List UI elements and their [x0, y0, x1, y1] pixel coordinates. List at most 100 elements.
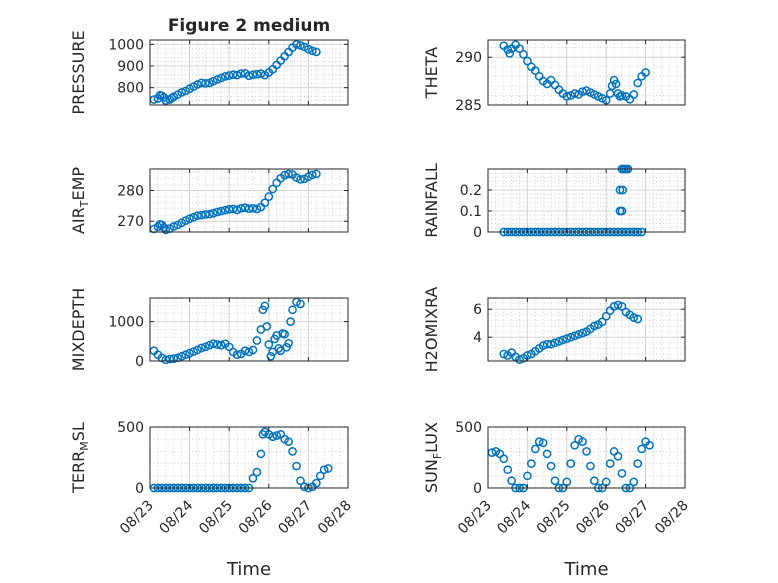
- data-point: [613, 451, 623, 461]
- y-tick-label: 0.1: [460, 204, 482, 220]
- data-point: [236, 69, 246, 78]
- data-point: [590, 321, 599, 331]
- data-point: [523, 471, 532, 481]
- data-point: [645, 440, 654, 450]
- subplot-h2omixra: 4 6 H2OMIXRA: [422, 287, 686, 373]
- data-point: [197, 343, 206, 353]
- y-tick-label: 0: [473, 481, 482, 497]
- data-point: [311, 47, 321, 57]
- data-point: [159, 223, 169, 232]
- data-point: [570, 89, 580, 98]
- data-point: [193, 80, 202, 89]
- data-point: [224, 204, 234, 214]
- y-tick-label: 0: [135, 354, 144, 370]
- subplot-theta: 285 290 THETA: [422, 39, 686, 114]
- data-point: [169, 354, 179, 363]
- data-point: [570, 331, 580, 341]
- y-tick-label: 500: [455, 420, 482, 436]
- y-axis-label: H2OMIXRA: [422, 287, 441, 373]
- data-point: [578, 328, 587, 338]
- axes-frame: [149, 297, 349, 362]
- data-point: [197, 210, 206, 220]
- data-point: [617, 469, 627, 478]
- data-point: [201, 78, 210, 88]
- data-point: [538, 438, 548, 448]
- data-point: [228, 70, 238, 80]
- data-point: [503, 465, 513, 475]
- data-point: [258, 429, 268, 439]
- data-point: [515, 44, 524, 53]
- data-point: [244, 71, 254, 81]
- subplot-mixdepth: 0 1000 MIXDEPTH: [69, 288, 349, 371]
- axes-box: [487, 168, 686, 233]
- data-point: [566, 332, 576, 342]
- data-point: [507, 476, 516, 486]
- gridlines: [488, 169, 685, 232]
- data-point: [288, 305, 297, 315]
- data-point: [284, 169, 293, 179]
- y-tick-label: 290: [455, 50, 482, 66]
- data-point: [272, 431, 282, 440]
- data-point: [582, 447, 591, 456]
- y-tick-label: 285: [455, 98, 482, 114]
- y-axis-label: PRESSURE: [69, 30, 88, 114]
- data-point: [240, 346, 250, 356]
- y-axis-label: TERRMSL: [69, 422, 91, 494]
- subplot-air-temp: 270 280 AIRTEMP: [69, 167, 349, 235]
- data-point: [304, 44, 313, 54]
- data-point: [264, 192, 274, 202]
- data-point: [189, 212, 198, 222]
- data-point: [161, 355, 171, 365]
- axes-frame: [149, 168, 349, 233]
- axes-frame: [149, 426, 349, 489]
- data-point: [637, 444, 647, 454]
- data-point: [256, 69, 266, 78]
- data-point: [181, 350, 190, 360]
- data-point: [169, 222, 179, 231]
- data-point: [288, 447, 297, 456]
- data-point: [550, 338, 560, 348]
- data-point: [615, 185, 625, 195]
- data-point: [268, 184, 278, 194]
- y-axis-label: RAINFALL: [422, 163, 441, 238]
- data-point: [558, 335, 568, 345]
- data-point: [534, 437, 544, 446]
- subplot-rainfall: 0 0.1 0.2 RAINFALL: [422, 163, 686, 241]
- data-point: [296, 476, 305, 486]
- data-point: [189, 347, 198, 356]
- data-point: [268, 432, 278, 442]
- y-tick-label: 800: [117, 81, 144, 97]
- data-point: [296, 175, 305, 184]
- data-point: [530, 444, 540, 454]
- data-point: [319, 465, 329, 475]
- data-point: [499, 454, 509, 464]
- data-point: [292, 461, 301, 471]
- data-point: [216, 206, 226, 216]
- data-point: [185, 348, 194, 358]
- axes-frame: [487, 297, 686, 362]
- y-tick-label: 900: [117, 59, 144, 75]
- data-point: [274, 344, 284, 353]
- data-point: [570, 440, 580, 450]
- data-point: [597, 317, 607, 327]
- data-series: [499, 40, 650, 105]
- data-point: [641, 68, 650, 77]
- subplot-grid: 800 900 1000 PRESSURE Figure 2 medium 285 290 T…: [69, 16, 692, 580]
- data-point: [201, 210, 210, 219]
- data-point: [228, 204, 238, 214]
- data-point: [562, 334, 572, 343]
- y-axis-label: AIRTEMP: [69, 167, 91, 234]
- data-point: [232, 205, 242, 215]
- y-tick-label: 4: [473, 330, 482, 346]
- data-point: [266, 351, 276, 361]
- data-point: [212, 75, 222, 84]
- data-point: [296, 299, 305, 309]
- axes-box: [487, 426, 686, 489]
- data-point: [311, 478, 321, 488]
- y-tick-label: 1000: [108, 315, 144, 331]
- data-point: [220, 72, 230, 81]
- data-point: [629, 477, 639, 487]
- data-point: [633, 78, 643, 88]
- data-point: [240, 203, 250, 213]
